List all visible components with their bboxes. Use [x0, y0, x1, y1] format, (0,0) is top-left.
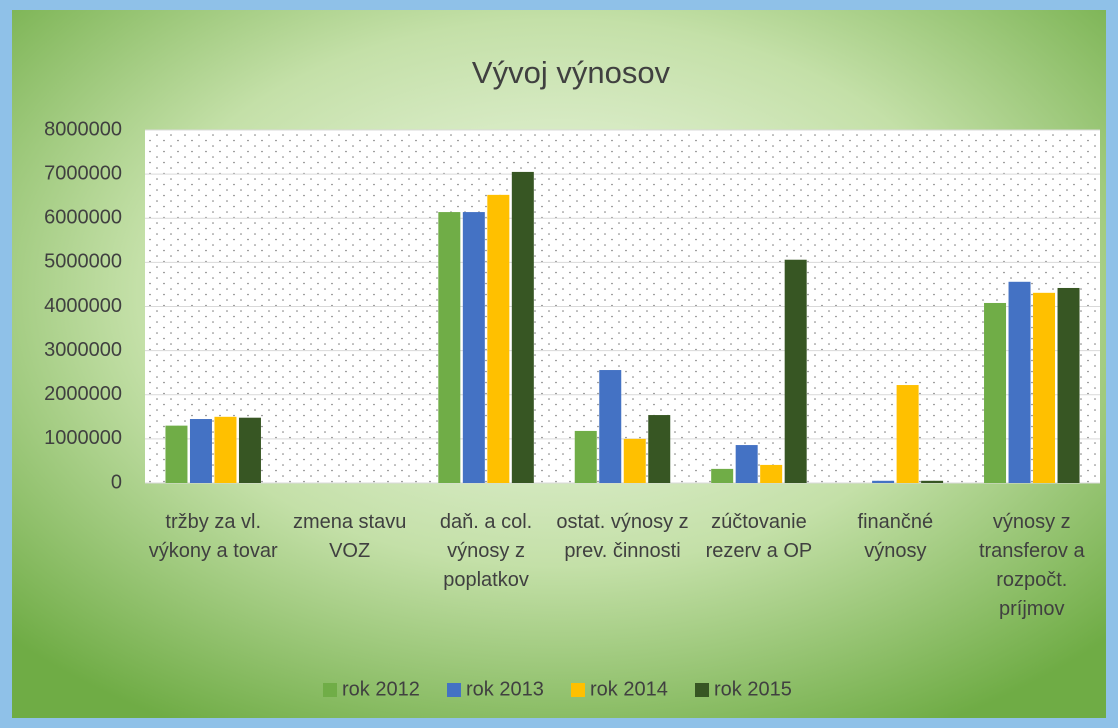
bar — [238, 417, 261, 483]
y-tick-label: 0 — [111, 471, 122, 493]
legend-swatch — [695, 683, 709, 697]
y-tick-label: 1000000 — [44, 427, 122, 449]
x-tick-label: výnosy z transferov a rozpočt. príjmov — [978, 511, 1085, 620]
bar — [214, 416, 237, 483]
x-tick-label: tržby za vl. výkony a tovar — [148, 511, 278, 562]
y-tick-label: 7000000 — [44, 162, 122, 184]
bar — [511, 171, 534, 483]
bar — [1033, 292, 1056, 483]
bar — [1008, 281, 1031, 483]
bar — [487, 194, 510, 483]
x-tick-label: zúčtovanie rezerv a OP — [705, 511, 813, 562]
x-tick-label: daň. a col. výnosy z poplatkov — [439, 511, 533, 591]
bar — [921, 480, 944, 483]
bar — [438, 212, 461, 483]
legend-swatch — [447, 683, 461, 697]
bar — [599, 370, 622, 483]
legend-swatch — [571, 683, 585, 697]
bar — [574, 430, 597, 483]
bar — [735, 445, 758, 483]
y-tick-label: 3000000 — [44, 339, 122, 361]
y-tick-label: 2000000 — [44, 383, 122, 405]
x-tick-label: finančné výnosy — [857, 511, 934, 562]
legend-label: rok 2014 — [590, 678, 668, 700]
y-tick-label: 4000000 — [44, 295, 122, 317]
legend-swatch — [323, 683, 337, 697]
y-tick-label: 6000000 — [44, 207, 122, 229]
x-tick-label: ostat. výnosy z prev. činnosti — [556, 511, 689, 562]
y-tick-label: 5000000 — [44, 251, 122, 273]
y-tick-label: 8000000 — [44, 118, 122, 140]
legend-label: rok 2013 — [466, 678, 544, 700]
legend-label: rok 2012 — [342, 678, 420, 700]
bar — [711, 468, 734, 483]
bar — [189, 419, 212, 483]
bar — [896, 385, 919, 483]
bar — [872, 480, 895, 483]
legend-label: rok 2015 — [714, 678, 792, 700]
bar — [984, 302, 1007, 483]
bar — [1057, 287, 1080, 483]
bar — [165, 425, 188, 483]
bar — [784, 259, 807, 483]
bar — [462, 212, 485, 483]
x-tick-label: zmena stavu VOZ — [292, 511, 407, 562]
bar — [623, 438, 646, 483]
bar — [648, 415, 671, 483]
chart-title: Vývoj výnosov — [472, 55, 671, 90]
bar — [760, 464, 783, 483]
